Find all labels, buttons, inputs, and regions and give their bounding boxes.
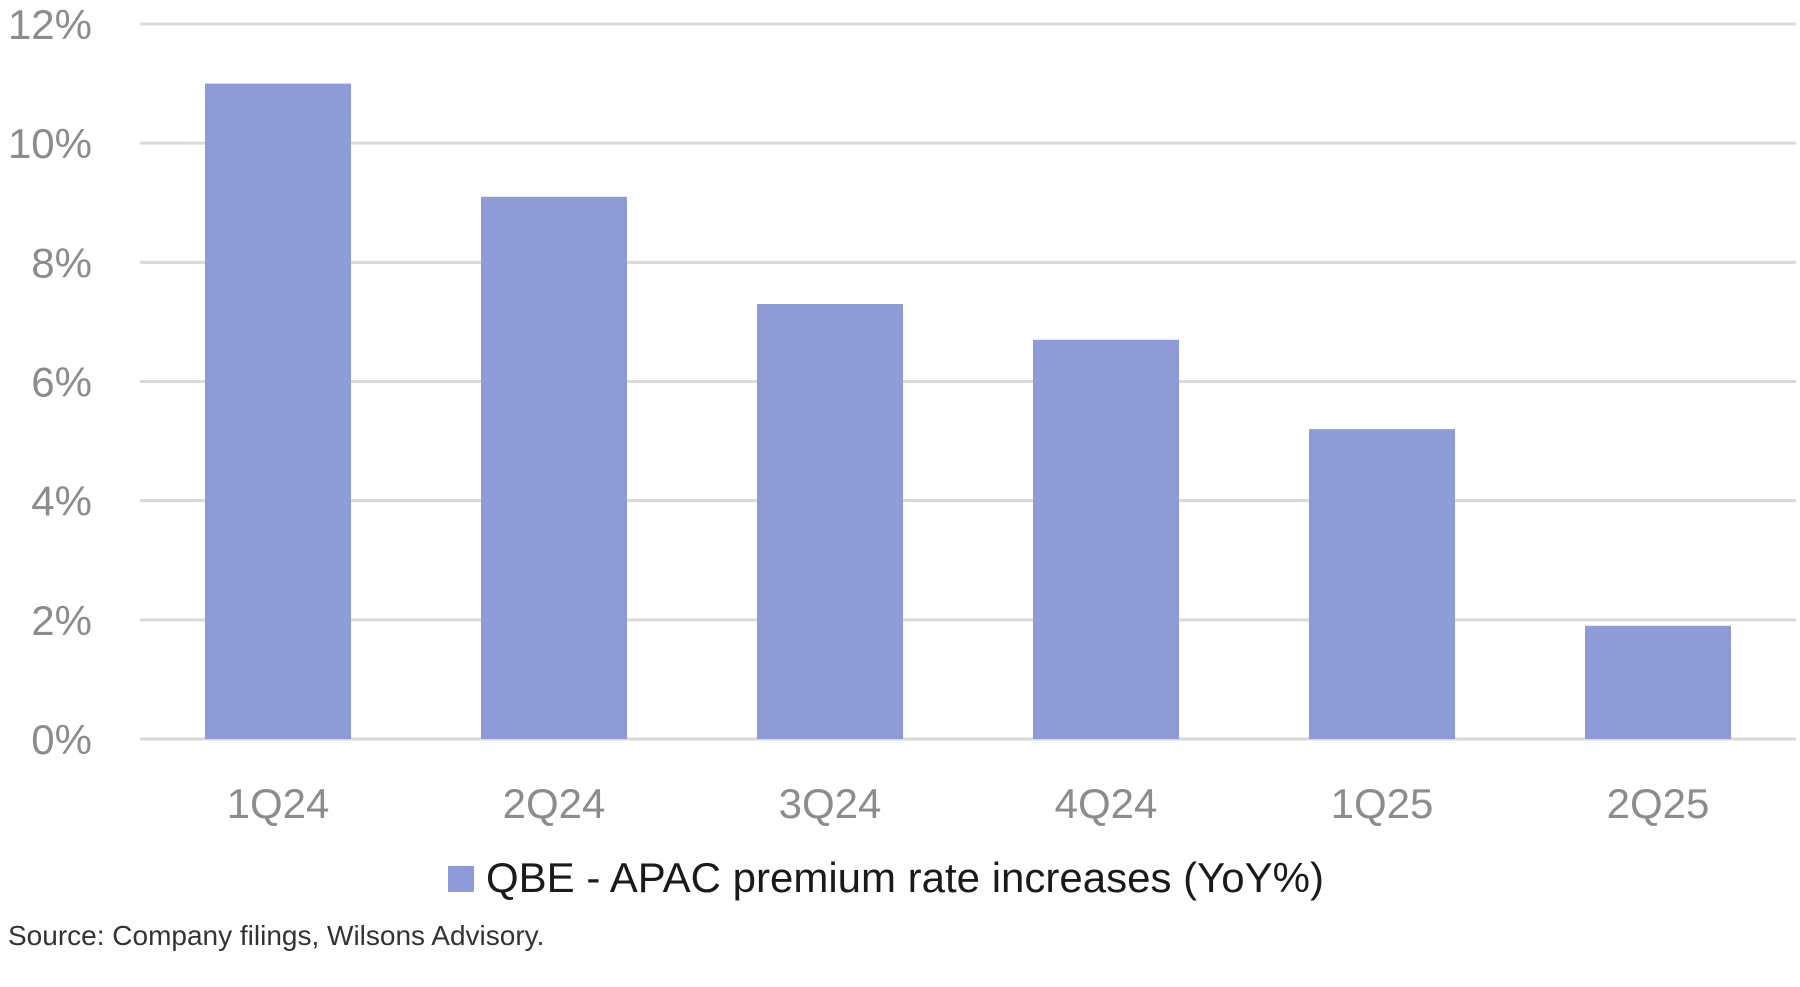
bar-1q25 (1309, 429, 1455, 739)
x-tick-label: 1Q25 (1331, 780, 1434, 827)
x-tick-label: 2Q25 (1607, 780, 1710, 827)
x-tick-label: 3Q24 (779, 780, 882, 827)
x-axis-ticks: 1Q24 2Q24 3Q24 4Q24 1Q25 2Q25 (227, 780, 1710, 827)
y-tick-label: 10% (8, 120, 92, 167)
y-tick-label: 0% (31, 716, 92, 763)
bars (205, 83, 1731, 740)
y-tick-label: 6% (31, 359, 92, 406)
legend-label: QBE - APAC premium rate increases (YoY%) (486, 854, 1324, 901)
y-axis-ticks: 0% 2% 4% 6% 8% 10% 12% (8, 1, 92, 763)
y-tick-label: 2% (31, 597, 92, 644)
x-tick-label: 1Q24 (227, 780, 330, 827)
bar-2q24 (481, 196, 627, 739)
y-tick-label: 12% (8, 1, 92, 48)
gridlines (140, 22, 1796, 741)
x-tick-label: 4Q24 (1055, 780, 1158, 827)
y-tick-label: 8% (31, 239, 92, 286)
bar-4q24 (1033, 339, 1179, 739)
x-tick-label: 2Q24 (503, 780, 606, 827)
source-note: Source: Company filings, Wilsons Advisor… (8, 920, 545, 951)
legend: QBE - APAC premium rate increases (YoY%) (448, 854, 1324, 901)
bar-3q24 (757, 304, 903, 739)
bar-2q25 (1585, 625, 1731, 739)
bar-1q24 (205, 83, 351, 740)
y-tick-label: 4% (31, 478, 92, 525)
legend-swatch (448, 866, 474, 892)
